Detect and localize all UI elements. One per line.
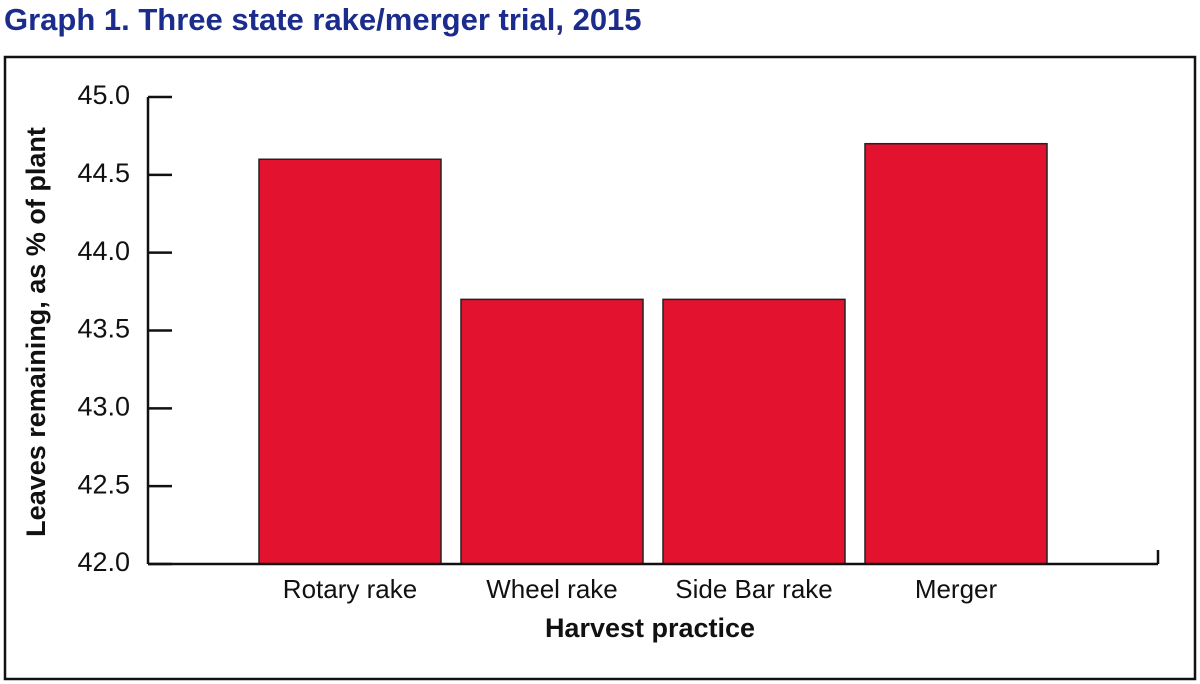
x-tick-label: Wheel rake — [486, 574, 618, 604]
y-tick-label: 44.0 — [77, 236, 130, 266]
chart-frame — [3, 55, 1197, 681]
y-tick-label: 42.5 — [77, 469, 130, 499]
bar — [460, 298, 644, 565]
x-tick-label: Side Bar rake — [675, 574, 833, 604]
y-tick-label: 43.5 — [77, 314, 130, 344]
y-axis-label: Leaves remaining, as % of plant — [21, 127, 51, 537]
bar — [258, 158, 442, 565]
bar — [662, 298, 846, 565]
x-tick-label: Merger — [915, 574, 998, 604]
x-axis-label: Harvest practice — [545, 613, 755, 643]
y-tick-label: 44.5 — [77, 158, 130, 188]
y-tick-label: 43.0 — [77, 391, 130, 421]
y-tick-label: 42.0 — [77, 547, 130, 577]
chart-title: Graph 1. Three state rake/merger trial, … — [4, 2, 642, 37]
y-tick-label: 45.0 — [77, 80, 130, 110]
x-tick-label: Rotary rake — [283, 574, 417, 604]
bar — [864, 142, 1048, 565]
